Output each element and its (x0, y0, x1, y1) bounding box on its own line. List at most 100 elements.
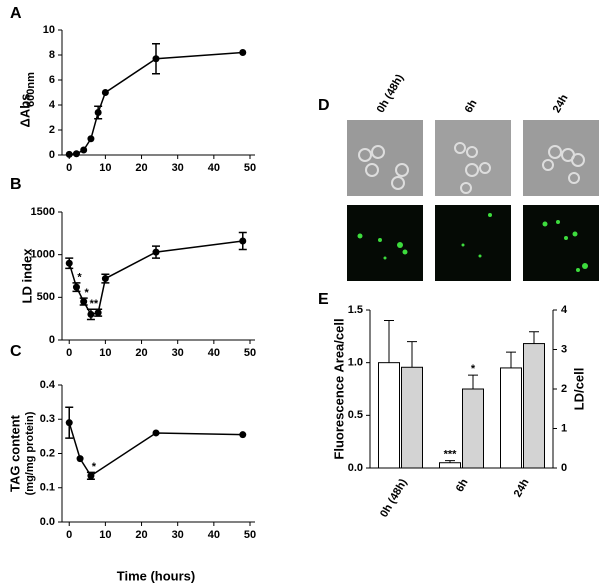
lipid-droplets (357, 213, 588, 272)
data-point (239, 431, 247, 439)
fluorescence-image (347, 205, 423, 281)
x-tick-label: 10 (99, 162, 111, 174)
x-tick-label: 30 (172, 162, 184, 174)
data-point (72, 283, 80, 291)
y-tick-label: 6 (49, 74, 55, 86)
data-point (87, 472, 95, 480)
significance-label: *** (444, 449, 458, 461)
x-tick-label: 24h (512, 477, 532, 500)
panel-label: D (318, 97, 330, 114)
y-tick-label: 10 (43, 24, 55, 36)
y-axis-label-subscript: 600nm (25, 72, 37, 107)
bar (500, 367, 522, 469)
data-point (101, 275, 109, 283)
error-bar (384, 320, 394, 363)
data-point (76, 455, 84, 463)
cells (358, 142, 585, 194)
fluorescence-image (523, 205, 599, 281)
significance-label: * (77, 272, 82, 284)
bar (523, 343, 545, 469)
x-tick-label: 10 (99, 347, 111, 359)
x-tick-label: 50 (244, 529, 256, 541)
y2-tick-label: 1 (561, 422, 567, 434)
y2-tick-label: 0 (561, 462, 567, 474)
y2-axis-label: LD/cell (571, 368, 586, 411)
significance-label: * (92, 461, 97, 473)
column-label: 24h (551, 92, 571, 115)
brightfield-image (435, 120, 511, 196)
bar (439, 462, 461, 469)
y-tick-label: 1.0 (348, 357, 363, 369)
x-tick-label: 30 (172, 529, 184, 541)
y-axis-label: ΔAbs (17, 94, 32, 128)
data-point (87, 310, 95, 318)
significance-label: ** (90, 298, 99, 310)
data-point (80, 146, 88, 154)
y-tick-label: 1.5 (348, 304, 363, 316)
error-bar (506, 351, 516, 368)
column-label: 6h (463, 98, 480, 115)
brightfield-image (347, 120, 423, 196)
brightfield-image (523, 120, 599, 196)
y-tick-label: 0 (49, 149, 55, 161)
data-point (152, 429, 160, 437)
x-tick-label: 20 (135, 529, 147, 541)
x-tick-label: 40 (208, 529, 220, 541)
x-tick-label: 0 (66, 162, 72, 174)
y-tick-label: 2 (49, 124, 55, 136)
data-point (101, 89, 109, 96)
y-tick-label: 0.0 (348, 462, 363, 474)
data-point (80, 298, 88, 306)
data-point (239, 49, 247, 56)
error-bar (407, 341, 417, 368)
x-tick-label: 0 (66, 347, 72, 359)
y2-tick-label: 4 (561, 304, 568, 316)
panel-label: A (10, 5, 22, 22)
bar (462, 388, 484, 469)
x-tick-label: 50 (244, 347, 256, 359)
y-axis-label: (mg/mg protein) (24, 411, 36, 495)
micrograph-panel: D (318, 97, 599, 281)
data-point (72, 150, 80, 158)
y-tick-label: 0.3 (40, 413, 55, 425)
data-point (152, 55, 160, 63)
y-tick-label: 500 (37, 291, 55, 303)
x-axis-label: Time (hours) (117, 568, 196, 583)
panel-label: E (318, 291, 329, 308)
y-tick-label: 0.2 (40, 447, 55, 459)
data-point (94, 109, 102, 116)
y2-tick-label: 2 (561, 383, 567, 395)
x-tick-label: 0 (66, 529, 72, 541)
x-tick-label: 0h (48h) (378, 477, 410, 520)
x-tick-label: 40 (208, 162, 220, 174)
significance-label: * (471, 363, 476, 375)
y-tick-label: 0.1 (40, 482, 55, 494)
data-point (65, 150, 73, 158)
panel-label: B (10, 176, 22, 193)
x-tick-label: 30 (172, 347, 184, 359)
y-tick-label: 8 (49, 49, 55, 61)
y-axis-label: Fluorescence Area/cell (331, 318, 346, 459)
y2-tick-label: 3 (561, 343, 567, 355)
y-tick-label: 0.5 (348, 409, 363, 421)
y-axis-label: LD index (19, 248, 34, 304)
data-point (65, 419, 73, 427)
x-tick-label: 20 (135, 162, 147, 174)
y-tick-label: 4 (49, 99, 56, 111)
data-point (152, 248, 160, 256)
error-bar (529, 331, 539, 344)
bar (378, 362, 400, 469)
column-label: 0h (48h) (375, 72, 407, 115)
x-tick-label: 20 (135, 347, 147, 359)
x-tick-label: 50 (244, 162, 256, 174)
x-tick-label: 10 (99, 529, 111, 541)
fluorescence-image (435, 205, 511, 281)
y-tick-label: 0.4 (40, 379, 56, 391)
data-point (87, 135, 95, 143)
data-point (94, 309, 102, 317)
y-tick-label: 1000 (31, 249, 55, 261)
y-axis-label: TAG content (7, 414, 22, 492)
bar (401, 366, 423, 469)
data-point (239, 237, 247, 245)
